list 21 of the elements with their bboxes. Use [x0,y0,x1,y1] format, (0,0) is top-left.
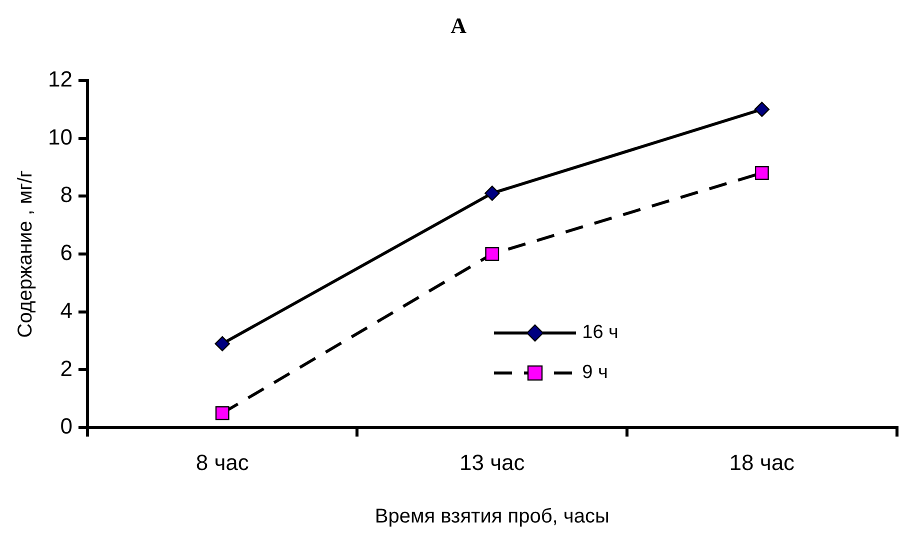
x-tick-label: 8 час [196,450,249,475]
point [484,186,500,201]
chart-title: A [450,12,467,38]
x-tick-label: 18 час [729,450,795,475]
y-tick-label: 10 [48,124,72,150]
legend-label: 9 ч [582,362,608,384]
point [215,406,230,420]
y-tick-label: 2 [60,356,72,381]
y-tick-label: 12 [48,66,72,92]
point [754,102,770,117]
legend-label: 16 ч [582,322,618,344]
y-tick-label: 4 [60,298,72,323]
point [485,247,500,261]
x-axis-title: Время взятия проб, часы [374,506,610,528]
point [754,166,769,180]
y-tick-label: 6 [60,240,72,266]
y-axis-title: Содержание , мг/г [14,170,37,338]
y-tick-label: 0 [60,414,72,439]
x-tick-label: 13 час [459,450,525,475]
point [214,336,230,352]
y-tick-label: 8 [60,182,72,208]
